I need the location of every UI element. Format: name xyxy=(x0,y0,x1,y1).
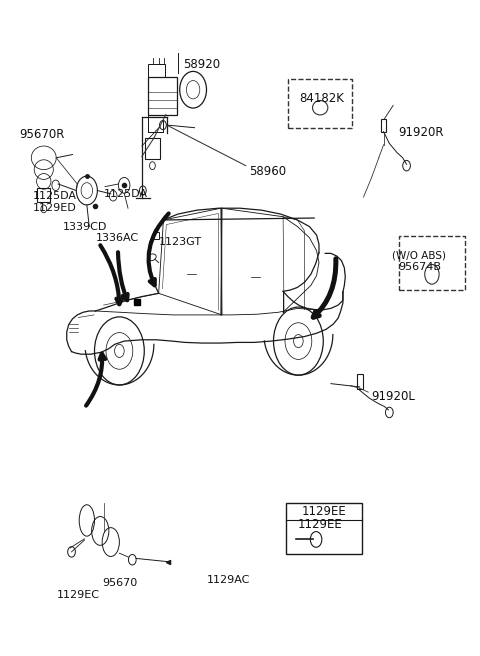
Text: 84182K: 84182K xyxy=(299,92,344,105)
Bar xyxy=(153,232,158,239)
Bar xyxy=(288,79,352,129)
Text: 58920: 58920 xyxy=(183,58,220,72)
Text: 91920R: 91920R xyxy=(398,127,444,140)
Text: 91920L: 91920L xyxy=(372,390,416,403)
Text: 1125DA: 1125DA xyxy=(33,191,77,201)
Bar xyxy=(148,64,165,77)
Text: 1339CD: 1339CD xyxy=(63,222,108,232)
Text: 1129ED: 1129ED xyxy=(33,203,77,213)
Text: 95670: 95670 xyxy=(102,579,137,588)
Text: 95670R: 95670R xyxy=(19,129,64,142)
Bar xyxy=(381,119,386,132)
Text: (W/O ABS): (W/O ABS) xyxy=(393,251,446,261)
Text: 1123GT: 1123GT xyxy=(158,237,202,247)
Text: 58960: 58960 xyxy=(250,165,287,178)
Bar xyxy=(145,138,160,159)
Bar xyxy=(148,77,177,115)
Text: 1129AC: 1129AC xyxy=(206,575,250,585)
Text: 1125DA: 1125DA xyxy=(104,189,147,199)
Bar xyxy=(287,503,362,554)
Text: 1336AC: 1336AC xyxy=(96,233,139,243)
Bar xyxy=(37,188,50,202)
Text: 95674B: 95674B xyxy=(398,262,441,272)
Bar xyxy=(357,375,362,389)
Bar xyxy=(399,236,465,290)
Text: 1129EC: 1129EC xyxy=(57,590,100,600)
Text: 1129EE: 1129EE xyxy=(302,505,347,518)
Text: 1129EE: 1129EE xyxy=(298,518,343,531)
